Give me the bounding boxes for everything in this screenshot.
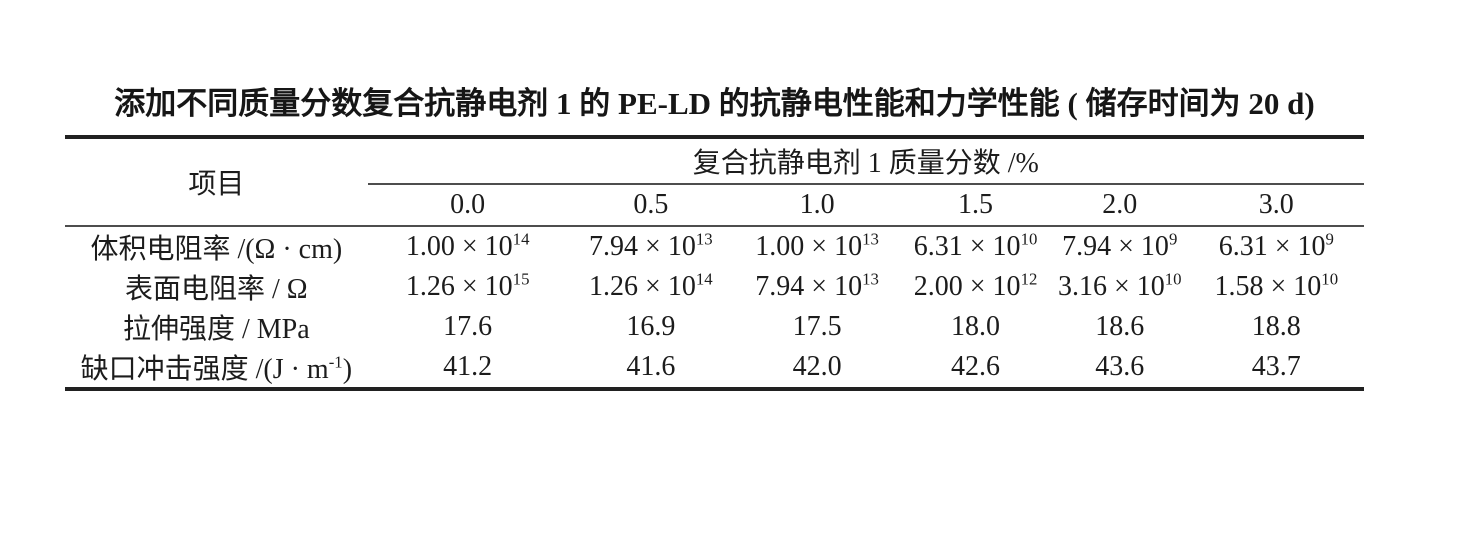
cell-value: 7.94 × 109 [1062,229,1178,262]
cell-value: 18.6 [1095,310,1145,342]
cell-value: 7.94 × 1013 [589,229,713,262]
cell-value: 17.5 [792,310,842,342]
table-header: 项目 复合抗静电剂 1 质量分数 /% 0.0 0.5 1.0 1.5 2.0 … [65,136,1364,227]
table-row: 体积电阻率 /(Ω · cm) 1.00 × 1014 7.94 × 1013 … [65,226,1364,267]
table-caption: 添加不同质量分数复合抗静电剂 1 的 PE-LD 的抗静电性能和力学性能 ( 储… [114,86,1315,121]
cell-value: 42.6 [951,350,1001,382]
row-label: 拉伸强度 / MPa [122,313,310,345]
cell-value: 1.00 × 1014 [405,229,530,262]
table-body: 体积电阻率 /(Ω · cm) 1.00 × 1014 7.94 × 1013 … [65,226,1364,389]
table-row: 缺口冲击强度 /(J · m-1) 41.2 41.6 42.0 42.6 43… [65,347,1364,389]
cell-value: 2.00 × 1012 [913,269,1038,302]
cell-value: 41.2 [443,350,493,382]
cell-value: 1.26 × 1015 [405,269,530,302]
cell-value: 41.6 [626,350,676,382]
cell-value: 43.7 [1251,350,1301,382]
cell-value: 3.16 × 1010 [1057,269,1182,302]
cell-value: 6.31 × 109 [1218,229,1334,262]
cell-value: 7.94 × 1013 [755,269,879,302]
table-row: 表面电阻率 / Ω 1.26 × 1015 1.26 × 1014 7.94 ×… [65,267,1364,307]
fraction-header-cell: 3.0 [1188,183,1364,227]
group-header-cell: 复合抗静电剂 1 质量分数 /% [367,136,1364,185]
fraction-header-cell: 1.5 [900,183,1051,227]
cell-value: 1.58 × 1010 [1214,269,1339,302]
row-label: 缺口冲击强度 /(J · m-1) [80,352,353,385]
fraction-header-cell: 0.5 [567,183,734,227]
header-row-fractions: 0.0 0.5 1.0 1.5 2.0 3.0 [65,183,1364,227]
page: 添加不同质量分数复合抗静电剂 1 的 PE-LD 的抗静电性能和力学性能 ( 储… [65,86,1364,391]
row-label: 体积电阻率 /(Ω · cm) [90,233,343,265]
header-row-group: 项目 复合抗静电剂 1 质量分数 /% [65,136,1364,227]
item-header-cell: 项目 [65,136,368,227]
row-label: 表面电阻率 / Ω [125,273,308,305]
cell-value: 1.00 × 1013 [755,229,879,262]
cell-value: 16.9 [626,310,676,342]
cell-value: 43.6 [1095,350,1145,382]
cell-value: 18.0 [951,310,1001,342]
table-row: 拉伸强度 / MPa 17.6 16.9 17.5 18.0 18.6 18.8 [65,307,1364,347]
cell-value: 17.6 [443,310,493,342]
cell-value: 18.8 [1251,310,1301,342]
data-table: 项目 复合抗静电剂 1 质量分数 /% 0.0 0.5 1.0 1.5 2.0 … [65,134,1364,391]
fraction-header-cell: 0.0 [367,183,568,227]
fraction-header-cell: 1.0 [733,183,901,227]
cell-value: 6.31 × 1010 [913,229,1038,262]
cell-value: 42.0 [792,350,842,382]
cell-value: 1.26 × 1014 [589,269,713,302]
fraction-header-cell: 2.0 [1050,183,1189,227]
